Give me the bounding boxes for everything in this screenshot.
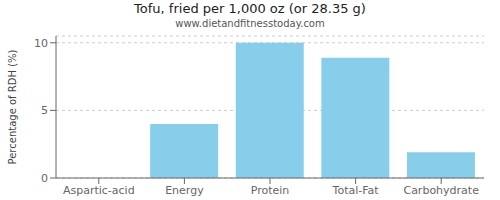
svg-text:Percentage of RDH (%): Percentage of RDH (%): [8, 49, 18, 164]
html-text:Tofu, fried per 1,000 oz (or 2: Tofu, fried per 1,000 oz (or 28.35 g): [134, 1, 366, 16]
svg-text:0: 0: [41, 172, 48, 185]
svg-text:Total-Fat: Total-Fat: [332, 184, 380, 197]
svg-text:Protein: Protein: [251, 184, 290, 197]
svg-text:Carbohydrate: Carbohydrate: [403, 184, 479, 197]
svg-text:10: 10: [34, 37, 48, 50]
html-text:www.dietandfitnesstoday.com: www.dietandfitnesstoday.com: [175, 18, 325, 29]
svg-text:Energy: Energy: [165, 184, 204, 197]
svg-text:Aspartic-acid: Aspartic-acid: [63, 184, 135, 197]
svg-text:5: 5: [41, 104, 48, 117]
